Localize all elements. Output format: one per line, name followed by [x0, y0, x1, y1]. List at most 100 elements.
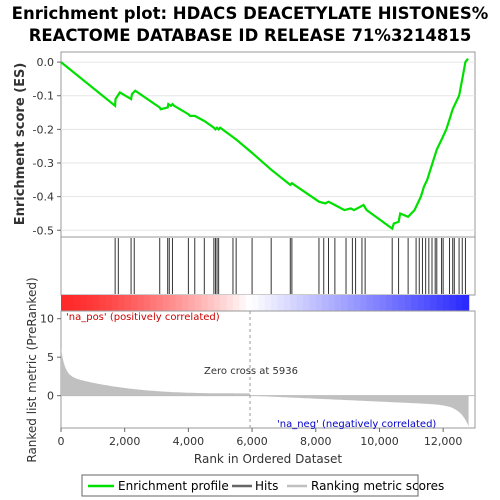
x-tick-label: 6,000 [236, 435, 268, 448]
legend-label-hits: Hits [255, 479, 278, 493]
heatmap-cell [194, 295, 202, 311]
heatmap-cell [315, 295, 323, 311]
heatmap-cell [131, 295, 139, 311]
hit-markers [114, 238, 466, 294]
es-panel [60, 51, 476, 238]
heatmap-cell [347, 295, 355, 311]
heatmap-cell [373, 295, 381, 311]
hits-panel [60, 236, 476, 296]
heatmap-cell [232, 295, 240, 311]
heatmap-cell [105, 295, 113, 311]
heatmap-cell [385, 295, 393, 311]
x-tick-label: 8,000 [300, 435, 332, 448]
legend-label-profile: Enrichment profile [118, 479, 229, 493]
x-tick-label: 2,000 [109, 435, 141, 448]
es-y-tick-label: -0.1 [33, 90, 54, 103]
heatmap-cell [220, 295, 228, 311]
es-y-axis: 0.0 -0.1 -0.2 -0.3 -0.4 -0.5 [33, 56, 61, 237]
heatmap-cell [424, 295, 432, 311]
heatmap-cell [156, 295, 164, 311]
rank-y-axis: 10 5 0 [40, 313, 61, 403]
heatmap-cell [226, 295, 234, 311]
heatmap-cell [169, 295, 177, 311]
heatmap-cell [322, 295, 330, 311]
es-y-axis-label: Enrichment score (ES) [13, 63, 28, 226]
heatmap-cell [92, 295, 100, 311]
heatmap-cell [61, 295, 68, 311]
zero-cross-label: Zero cross at 5936 [204, 366, 298, 377]
heatmap-cell [207, 295, 215, 311]
heatmap-cell [73, 295, 81, 311]
heatmap-cell [328, 295, 336, 311]
rank-y-tick-label: 5 [47, 351, 54, 364]
heatmap-cell [264, 295, 272, 311]
heatmap-cell [252, 295, 260, 311]
es-y-tick-label: 0.0 [37, 56, 55, 69]
heatmap-cell [111, 295, 119, 311]
heatmap-cell [150, 295, 158, 311]
es-gridlines [61, 61, 475, 231]
heatmap-cell [309, 295, 317, 311]
x-axis-label: Rank in Ordered Dataset [194, 452, 342, 466]
heatmap-cell [436, 295, 444, 311]
chart-title-line2: REACTOME DATABASE ID RELEASE 71%3214815 [29, 26, 472, 45]
enrichment-profile-line [60, 58, 469, 231]
chart-title-line1: Enrichment plot: HDACS DEACETYLATE HISTO… [12, 4, 489, 23]
heatmap-cell [455, 295, 463, 311]
heatmap-cell [258, 295, 266, 311]
heatmap-cell [303, 295, 310, 311]
heatmap-cell [404, 295, 412, 311]
rank-heatmap-strip [61, 295, 470, 311]
heatmap-cell [124, 295, 132, 311]
x-tick-label: 10,000 [360, 435, 399, 448]
heatmap-cell [341, 295, 349, 311]
heatmap-cell [462, 295, 470, 311]
x-axis: 0 2,000 4,000 6,000 8,000 10,000 12,000 [58, 428, 463, 448]
heatmap-cell [118, 295, 126, 311]
heatmap-cell [417, 295, 425, 311]
heatmap-cell [296, 295, 304, 311]
rank-y-axis-label: Ranked list metric (PreRanked) [25, 277, 39, 462]
heatmap-cell [353, 295, 361, 311]
heatmap-cell [334, 295, 342, 311]
es-y-tick-label: -0.2 [33, 123, 54, 136]
heatmap-cell [86, 295, 94, 311]
heatmap-cell [443, 295, 451, 311]
heatmap-cell [175, 295, 183, 311]
heatmap-cell [99, 295, 107, 311]
heatmap-cell [201, 295, 209, 311]
heatmap-cell [182, 295, 189, 311]
heatmap-cell [449, 295, 457, 311]
heatmap-cell [398, 295, 406, 311]
heatmap-cell [239, 295, 247, 311]
heatmap-cell [379, 295, 387, 311]
heatmap-cell [245, 295, 253, 311]
legend-label-ranking: Ranking metric scores [311, 479, 444, 493]
heatmap-cell [277, 295, 285, 311]
x-tick-label: 4,000 [173, 435, 205, 448]
heatmap-cell [80, 295, 88, 311]
heatmap-cell [67, 295, 75, 311]
heatmap-cell [290, 295, 298, 311]
heatmap-cell [366, 295, 374, 311]
heatmap-cell [271, 295, 279, 311]
heatmap-cell [162, 295, 170, 311]
rank-panel [60, 310, 476, 429]
es-y-tick-label: -0.5 [33, 224, 54, 237]
x-tick-label: 12,000 [424, 435, 463, 448]
heatmap-cell [213, 295, 221, 311]
heatmap-cell [392, 295, 400, 311]
pos-correlated-label: 'na_pos' (positively correlated) [66, 312, 220, 323]
heatmap-cell [143, 295, 151, 311]
es-y-tick-label: -0.4 [33, 191, 54, 204]
heatmap-cell [360, 295, 368, 311]
rank-y-tick-label: 10 [40, 313, 54, 326]
x-tick-label: 0 [58, 435, 65, 448]
heatmap-cell [188, 295, 196, 311]
heatmap-cell [137, 295, 145, 311]
heatmap-cell [430, 295, 438, 311]
heatmap-cell [283, 295, 291, 311]
heatmap-cell [411, 295, 419, 311]
es-y-tick-label: -0.3 [33, 157, 54, 170]
